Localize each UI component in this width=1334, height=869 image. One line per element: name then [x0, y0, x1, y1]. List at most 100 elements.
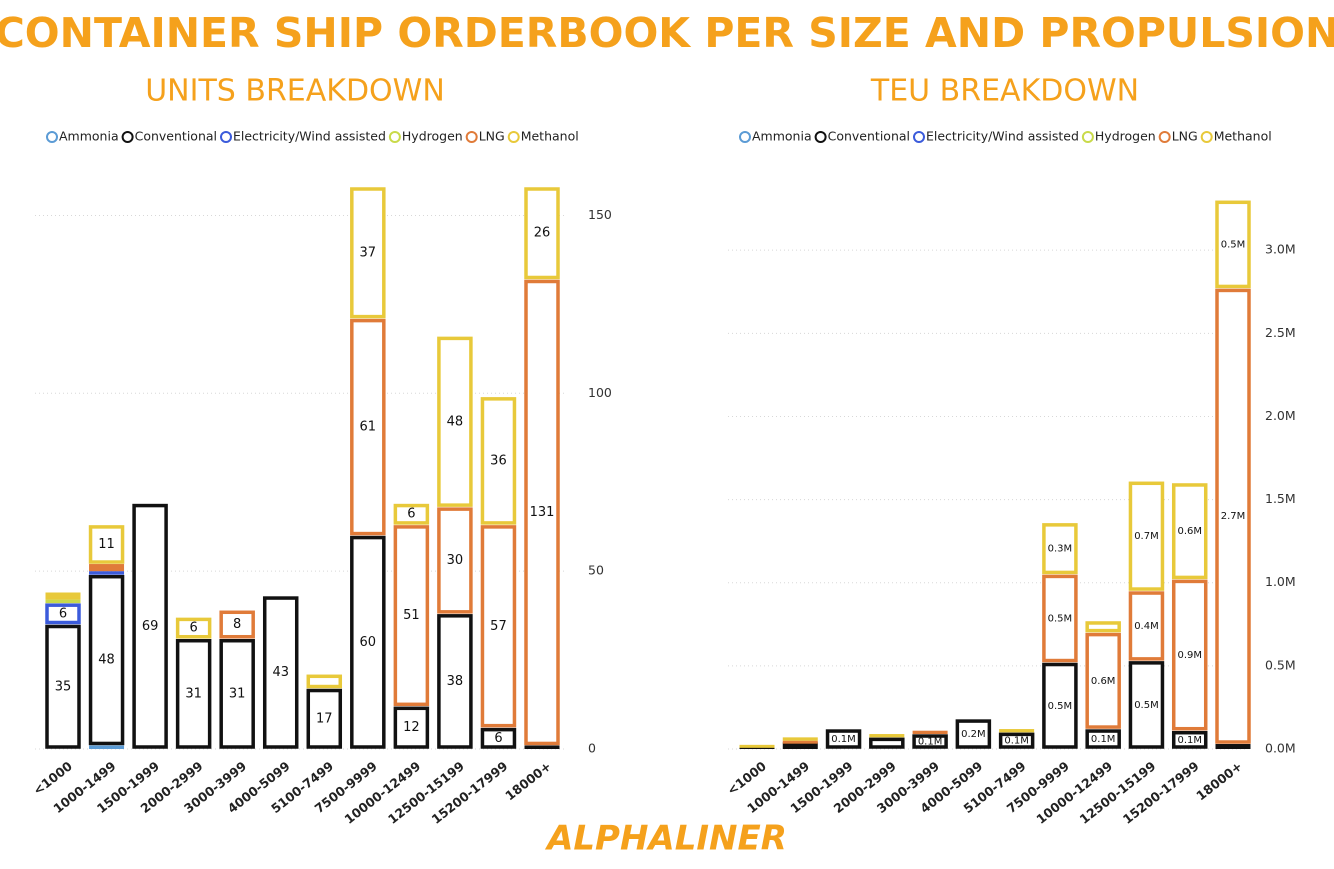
legend-label: Hydrogen [402, 129, 463, 144]
x-tick-label: 12500-15199 [1077, 758, 1159, 827]
y-tick-label: 0.0M [1265, 741, 1296, 756]
bar-segment [955, 719, 992, 749]
legend-marker [1200, 131, 1213, 143]
bar-segment [88, 574, 125, 746]
data-label: 6 [59, 606, 67, 621]
bar-segment [524, 279, 560, 746]
chart-subtitle: UNITS BREAKDOWN [145, 74, 445, 109]
bar-segment [175, 638, 212, 749]
bar-segment [45, 592, 81, 600]
bar-segment [524, 745, 560, 749]
bar-segment [1171, 579, 1208, 731]
bar-segment [45, 624, 81, 749]
bar-segment [89, 571, 125, 575]
bar-segment [912, 730, 948, 735]
bar-segment [739, 744, 775, 748]
y-tick-label: 2.5M [1265, 325, 1296, 340]
data-label: 12 [403, 720, 420, 735]
bar-segment [524, 187, 560, 280]
bar-segment [1128, 591, 1165, 661]
bar-segment [45, 599, 81, 604]
bar-segment [219, 610, 255, 639]
bar-segment [1085, 632, 1121, 729]
legend-marker [388, 131, 401, 143]
legend-marker [913, 131, 925, 143]
bar-segment [1171, 730, 1208, 749]
legend-label: Hydrogen [1095, 129, 1156, 144]
bar-segment [88, 525, 125, 564]
data-label: 30 [447, 553, 464, 568]
data-label: 61 [360, 420, 377, 435]
data-label: 0.1M [1004, 736, 1029, 747]
bar-segment [306, 674, 343, 689]
bar-segment [1085, 729, 1121, 749]
bar-segment [1215, 744, 1251, 749]
data-label: 6 [407, 507, 415, 522]
data-label: 31 [229, 686, 246, 701]
bar-segment [437, 614, 473, 749]
bar-segment [89, 745, 125, 749]
bar-segment [825, 729, 862, 749]
bar-segment [1215, 288, 1251, 744]
data-label: 0.1M [918, 737, 943, 748]
data-label: 37 [360, 245, 377, 260]
bar-segment [262, 596, 299, 749]
data-label: 0.9M [1177, 650, 1202, 661]
y-tick-label: 0.5M [1265, 657, 1296, 672]
legend-label: Conventional [135, 129, 217, 144]
legend-marker [739, 131, 751, 143]
data-label: 26 [534, 226, 551, 241]
legend-marker [1158, 131, 1171, 143]
bar-segment [1171, 483, 1208, 580]
bar-segment [393, 503, 430, 525]
data-label: 0.7M [1134, 531, 1159, 542]
bar-segment [869, 734, 905, 738]
x-tick-label: 18000+ [502, 758, 554, 803]
x-tick-label: 10000-12499 [341, 758, 423, 827]
bar-segment [437, 336, 473, 507]
bar-segment [480, 397, 517, 525]
legend-label: LNG [1172, 129, 1198, 144]
legend-marker [121, 131, 134, 143]
legend-label: Methanol [1214, 129, 1272, 144]
x-tick-label: 10000-12499 [1033, 758, 1115, 827]
data-label: 0.1M [1177, 735, 1202, 746]
data-label: 2.7M [1221, 511, 1246, 522]
bar-segment [350, 318, 386, 536]
y-tick-label: 100 [588, 385, 612, 400]
bar-segment [1128, 661, 1165, 749]
bar-segment [480, 525, 517, 728]
bar-segment [306, 688, 343, 749]
bar-segment [1085, 621, 1121, 633]
bar-segment [1042, 523, 1078, 575]
data-label: 0.6M [1091, 676, 1116, 687]
y-tick-label: 3.0M [1265, 242, 1296, 257]
data-label: 0.5M [1048, 613, 1073, 624]
x-tick-label: 15200-17999 [429, 758, 511, 827]
data-label: 43 [272, 665, 289, 680]
data-label: 38 [447, 674, 464, 689]
bar-segment [1042, 662, 1078, 749]
data-label: 57 [490, 619, 507, 634]
legend-label: Electricity/Wind assisted [926, 129, 1079, 144]
bar-segment [350, 535, 386, 749]
legend-marker [46, 131, 58, 143]
chart-subtitle: TEU BREAKDOWN [870, 74, 1139, 109]
x-tick-label: 12500-15199 [385, 758, 467, 827]
data-label: 60 [360, 635, 377, 650]
bar-segment [437, 507, 473, 614]
footer-brand: ALPHALINER [544, 819, 787, 859]
bar-segment [999, 729, 1035, 733]
data-label: 0.2M [961, 729, 986, 740]
bar-segment [1128, 481, 1165, 591]
legend-marker [1081, 131, 1094, 143]
bar-segment [175, 617, 212, 639]
x-tick-label: 18000+ [1193, 758, 1245, 803]
y-tick-label: 50 [588, 563, 604, 578]
data-label: 131 [530, 505, 555, 520]
data-label: 6 [189, 621, 197, 636]
data-label: 17 [316, 711, 333, 726]
legend-label: Conventional [828, 129, 910, 144]
